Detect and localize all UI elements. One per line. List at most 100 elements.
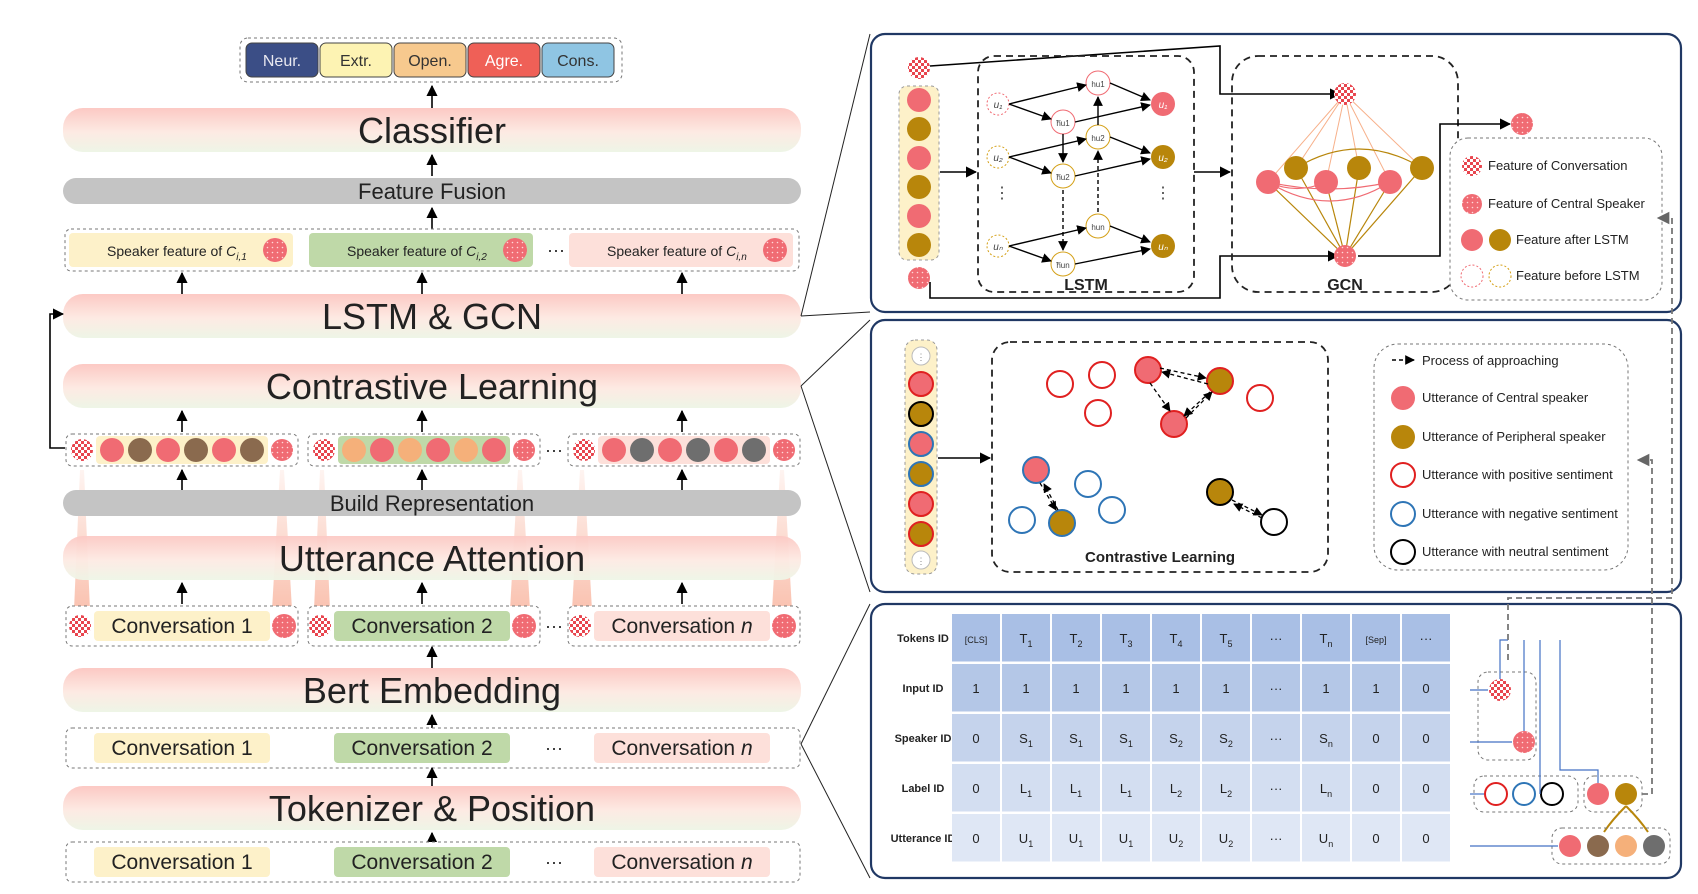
- table-cell-4-6: [1252, 814, 1300, 862]
- table-value-1-7: 1: [1322, 681, 1329, 696]
- table-row-label-1: Input ID: [903, 683, 944, 695]
- rep-utterance-1-3: [426, 438, 450, 462]
- table-value-2-9: 0: [1422, 731, 1429, 746]
- lstm-input-4: [907, 204, 931, 228]
- svg-text:uₙ: uₙ: [1158, 242, 1169, 253]
- table-cell-2-0: [952, 714, 1000, 762]
- trait-label-0: Neur.: [263, 53, 301, 70]
- table-speaker-icon: [1513, 731, 1535, 753]
- speaker-feature-box-2: [569, 233, 793, 267]
- conversation-feature-icon: [908, 57, 930, 79]
- table-value-4-6: ···: [1270, 831, 1283, 846]
- contrastive-band: [63, 364, 801, 408]
- table-value-0-6: ···: [1270, 631, 1283, 646]
- conv-row-0-conv-label-0: Conversation 1: [111, 851, 252, 874]
- conv-row-2-conv-icon-0: [69, 615, 91, 637]
- lstm-box-label: LSTM: [1064, 277, 1108, 294]
- table-cell-3-1: [1002, 764, 1050, 812]
- rep-utterance-2-2: [658, 438, 682, 462]
- cl-input-4: [908, 491, 934, 517]
- table-value-2-0: 0: [972, 731, 979, 746]
- table-value-0-0: [CLS]: [965, 635, 988, 645]
- utterance-attention-label: Utterance Attention: [279, 538, 585, 579]
- input-table-panel: Tokens ID [CLS] T1 T2 T3 T4 T5 ··· Tn [Sep] ···Inp…: [869, 211, 1683, 880]
- svg-text:⋮: ⋮: [917, 556, 926, 566]
- conv-row-2-speaker-icon-0: [272, 614, 296, 638]
- legend-negative: Utterance with negative sentiment: [1422, 506, 1618, 521]
- table-cell-2-5: [1202, 714, 1250, 762]
- conv-row-2-conv-icon-2: [569, 615, 591, 637]
- svg-text:hun: hun: [1091, 223, 1104, 232]
- table-cell-0-2: [1052, 614, 1100, 662]
- central-speaker-feature-icon: [908, 267, 930, 289]
- table-cell-1-0: [952, 664, 1000, 712]
- table-cell-0-4: [1152, 614, 1200, 662]
- peripheral-utterance-icon: [1391, 425, 1415, 449]
- table-value-1-0: 1: [972, 681, 979, 696]
- rep-utterance-1-2: [398, 438, 422, 462]
- svg-text:uₙ: uₙ: [993, 242, 1004, 253]
- table-value-0-9: ···: [1420, 631, 1433, 646]
- table-cell-3-5: [1202, 764, 1250, 812]
- table-cell-4-3: [1102, 814, 1150, 862]
- table-value-1-1: 1: [1022, 681, 1029, 696]
- positive-sentiment-icon: [1390, 462, 1416, 488]
- bert-embedding-label: Bert Embedding: [303, 670, 561, 711]
- table-cell-3-4: [1152, 764, 1200, 812]
- table-cell-4-2: [1052, 814, 1100, 862]
- table-cell-4-9: [1402, 814, 1450, 862]
- speaker-feature-label-2: Speaker feature of Ci,n: [607, 243, 747, 263]
- skip-connection-arrow: [49, 308, 65, 449]
- speaker-feature-icon-0: [263, 238, 287, 262]
- table-value-4-8: 0: [1372, 831, 1379, 846]
- conv-row-2-speaker-icon-1: [512, 614, 536, 638]
- table-cell-2-6: [1252, 714, 1300, 762]
- legend-conversation-feature: Feature of Conversation: [1488, 158, 1627, 173]
- lstm-input-5: [907, 233, 931, 257]
- table-value-1-6: ···: [1270, 681, 1283, 696]
- legend-before-lstm: Feature before LSTM: [1516, 268, 1640, 283]
- table-cell-3-6: [1252, 764, 1300, 812]
- conv-row-1-conv-box-0: [94, 733, 270, 763]
- tokenizer-label: Tokenizer & Position: [269, 788, 595, 829]
- contrastive-space-box: [991, 341, 1329, 573]
- table-row-label-4: Utterance ID: [891, 833, 956, 845]
- table-row-label-3: Label ID: [902, 783, 945, 795]
- table-cell-0-5: [1202, 614, 1250, 662]
- traits-row: Neur. Extr. Open. Agre. Cons.: [245, 42, 615, 78]
- table-value-3-6: ···: [1270, 781, 1283, 796]
- raw-input-row: Conversation 1 Conversation 2 Conversation…: [65, 841, 801, 883]
- legend-approaching: Process of approaching: [1422, 353, 1559, 368]
- table-cell-1-2: [1052, 664, 1100, 712]
- table-cell-0-9: [1402, 614, 1450, 662]
- central-utterance-icon: [1391, 386, 1415, 410]
- contrastive-points: [1008, 356, 1288, 537]
- table-cell-3-7: [1302, 764, 1350, 812]
- left-pipeline: Neur. Extr. Open. Agre. Cons. Classifier Fea…: [49, 37, 801, 883]
- cl-input-0: [908, 371, 934, 397]
- conv-row-2-ellipsis: ···: [545, 616, 563, 636]
- table-cell-2-9: [1402, 714, 1450, 762]
- table-cell-1-8: [1352, 664, 1400, 712]
- table-row-label-0: Tokens ID: [897, 633, 949, 645]
- svg-text:⋮: ⋮: [1155, 185, 1171, 202]
- table-value-1-8: 1: [1372, 681, 1379, 696]
- conv-row-2-conv-box-1: [334, 611, 510, 641]
- table-value-1-5: 1: [1222, 681, 1229, 696]
- rep-utterance-2-1: [630, 438, 654, 462]
- conv-row-2-conv-label-1: Conversation 2: [351, 615, 492, 638]
- svg-text:⋮: ⋮: [994, 185, 1010, 202]
- table-cell-1-7: [1302, 664, 1350, 712]
- conv-row-0-conv-label-1: Conversation 2: [351, 851, 492, 874]
- svg-text:u₁: u₁: [1159, 100, 1168, 111]
- lstm-gcn-panel: LSTM u₁ u₂ uₙ ⋮ h̅u1 hu1 h̅u2 hu2 h̅un h…: [869, 32, 1683, 314]
- negative-sentiment-icon: [1390, 501, 1416, 527]
- table-cell-2-7: [1302, 714, 1350, 762]
- conv-row-2-conv-icon-1: [309, 615, 331, 637]
- table-row-label-2: Speaker ID: [895, 733, 952, 745]
- rep-utterance-1-4: [454, 438, 478, 462]
- table-value-3-0: 0: [972, 781, 979, 796]
- trait-label-3: Agre.: [485, 53, 523, 70]
- conv-row-1-ellipsis: ···: [545, 738, 563, 758]
